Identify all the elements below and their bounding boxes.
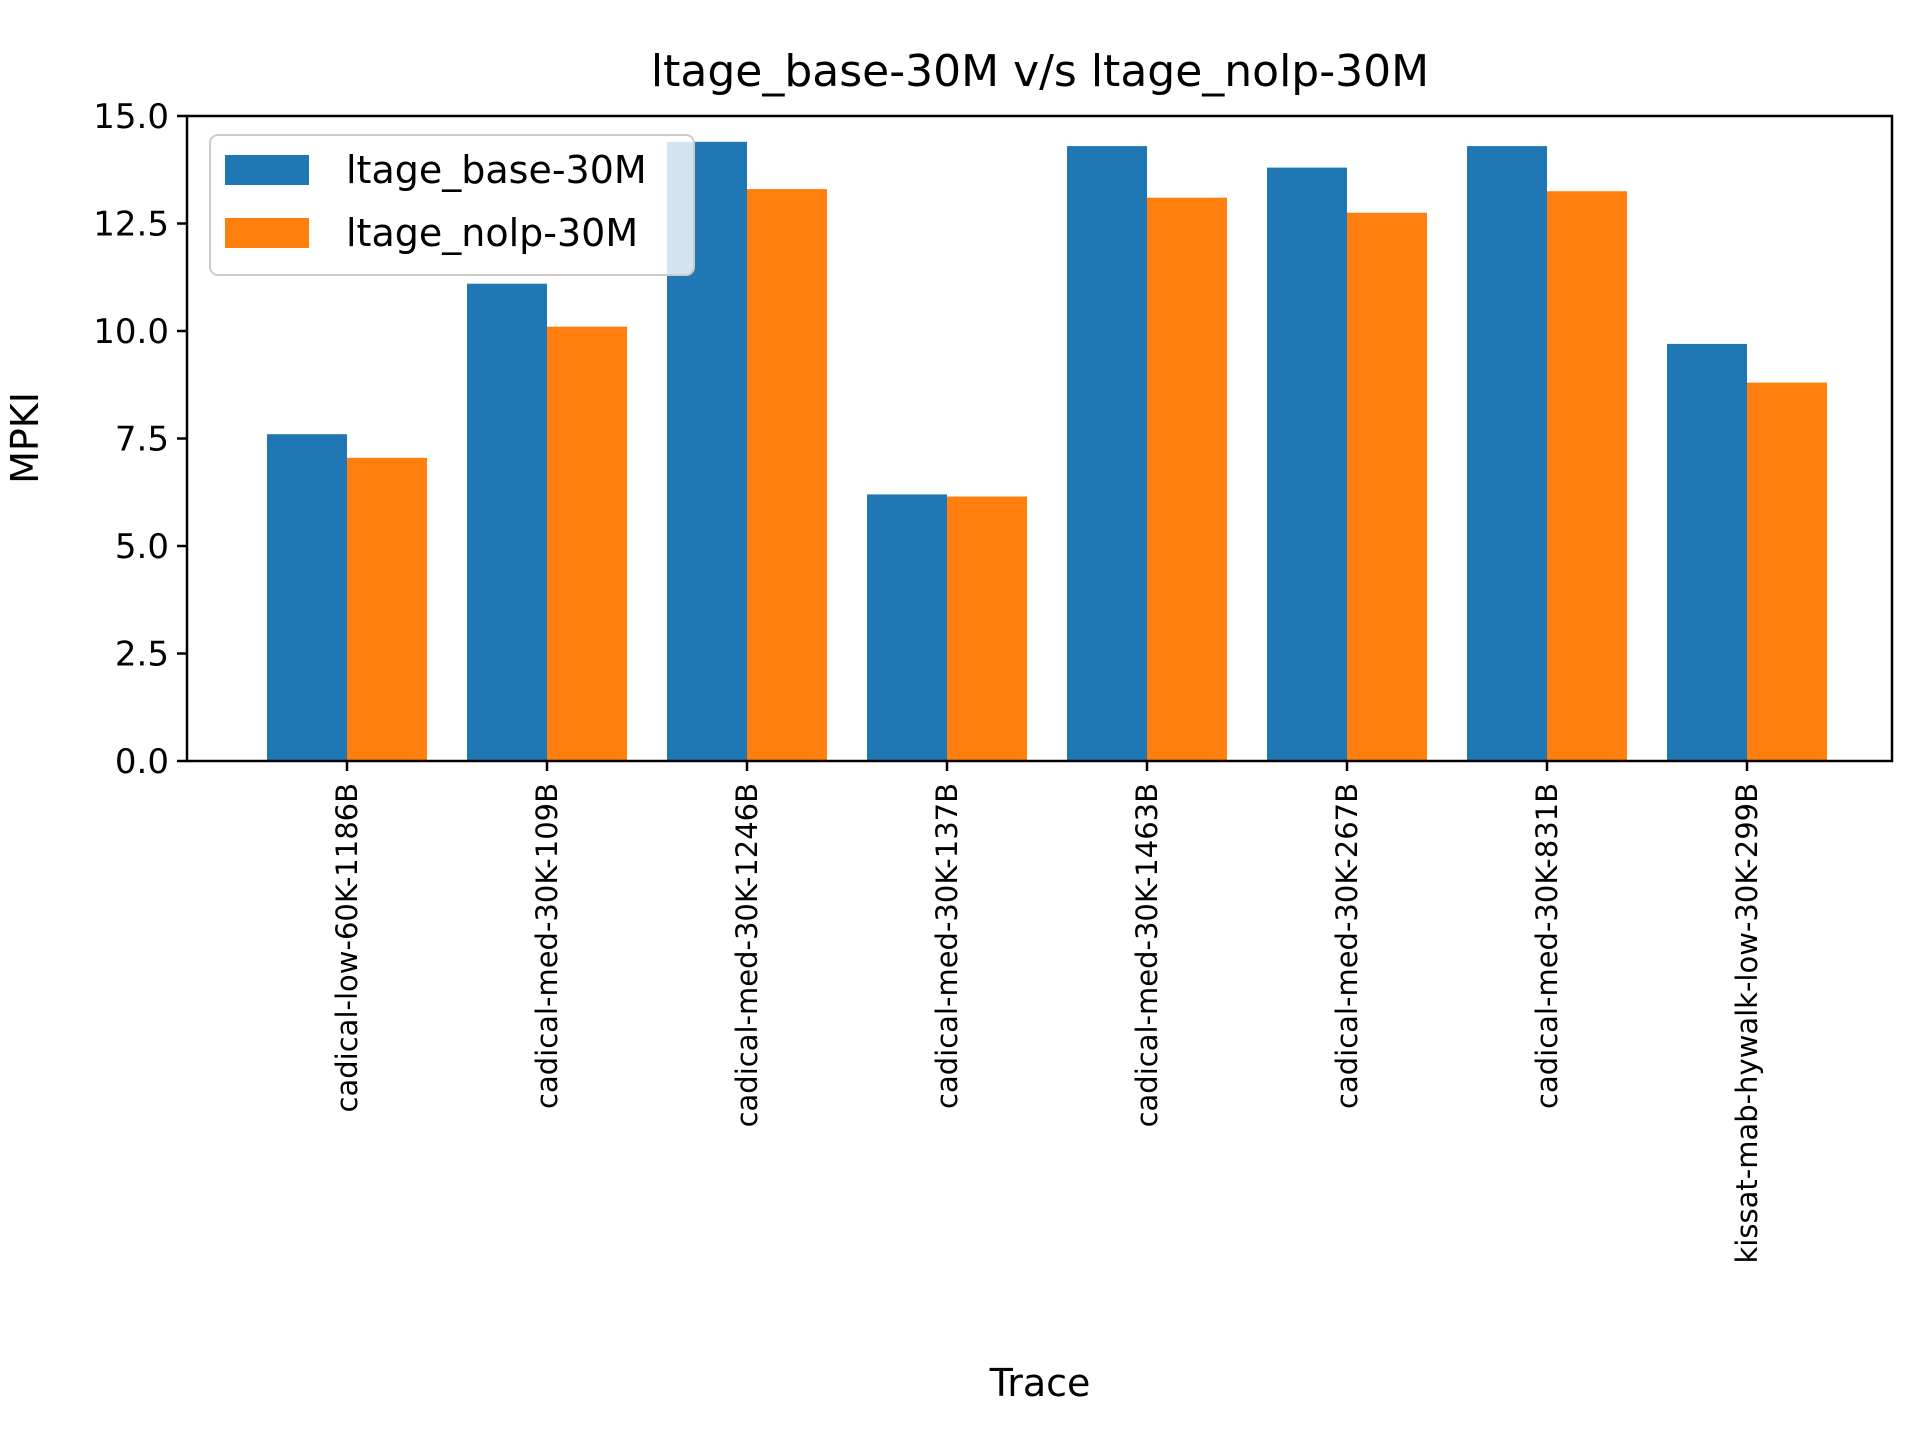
bar-ltage-nolp-1	[547, 326, 627, 761]
y-tick-label: 0.0	[115, 742, 169, 782]
chart-title: ltage_base-30M v/s ltage_nolp-30M	[651, 46, 1429, 97]
x-tick-label: cadical-med-30K-137B	[930, 783, 964, 1109]
y-tick-label: 12.5	[93, 205, 169, 245]
bars-group	[267, 141, 1827, 762]
bar-ltage-base-3	[867, 494, 947, 761]
y-tick-label: 10.0	[93, 312, 169, 352]
x-tick-label: cadical-med-30K-267B	[1330, 783, 1364, 1109]
x-tick-label: cadical-med-30K-109B	[530, 783, 564, 1109]
x-tick-label: cadical-med-30K-1246B	[730, 783, 764, 1127]
bar-ltage-base-1	[467, 283, 547, 761]
bar-ltage-base-6	[1467, 146, 1547, 762]
y-tick-label: 2.5	[115, 635, 169, 675]
bar-ltage-nolp-4	[1147, 197, 1227, 761]
bar-ltage-base-5	[1267, 167, 1347, 762]
x-tick-label: cadical-low-60K-1186B	[330, 783, 364, 1112]
y-axis-ticks: 0.0 2.5 5.0 7.5 10.0 12.5 15.0	[93, 97, 187, 782]
bar-ltage-nolp-3	[947, 496, 1027, 761]
bar-ltage-nolp-0	[347, 457, 427, 761]
bar-ltage-base-7	[1667, 343, 1747, 761]
legend-swatch-ltage-nolp	[225, 218, 309, 248]
y-tick-label: 15.0	[93, 97, 169, 137]
y-tick-label: 5.0	[115, 527, 169, 567]
legend-label-ltage-base: ltage_base-30M	[346, 148, 647, 192]
y-tick-label: 7.5	[115, 420, 169, 460]
bar-ltage-base-4	[1067, 146, 1147, 762]
bar-ltage-nolp-7	[1747, 382, 1827, 761]
legend-swatch-ltage-base	[225, 155, 309, 185]
legend-frame	[209, 134, 695, 276]
bar-ltage-nolp-2	[747, 189, 827, 762]
y-axis-label: MPKI	[3, 392, 47, 484]
legend-label-ltage-nolp: ltage_nolp-30M	[346, 211, 638, 255]
legend: ltage_base-30M ltage_nolp-30M	[209, 134, 695, 276]
bar-ltage-nolp-6	[1547, 191, 1627, 761]
bar-ltage-base-0	[267, 434, 347, 761]
x-axis-label: Trace	[989, 1361, 1091, 1405]
x-axis-ticks: cadical-low-60K-1186B cadical-med-30K-109…	[330, 761, 1764, 1263]
x-tick-label: kissat-mab-hywalk-low-30K-299B	[1730, 783, 1764, 1263]
x-tick-label: cadical-med-30K-831B	[1530, 783, 1564, 1109]
plot-area-frame	[185, 114, 1894, 763]
x-tick-label: cadical-med-30K-1463B	[1130, 783, 1164, 1127]
bar-ltage-nolp-5	[1347, 212, 1427, 761]
